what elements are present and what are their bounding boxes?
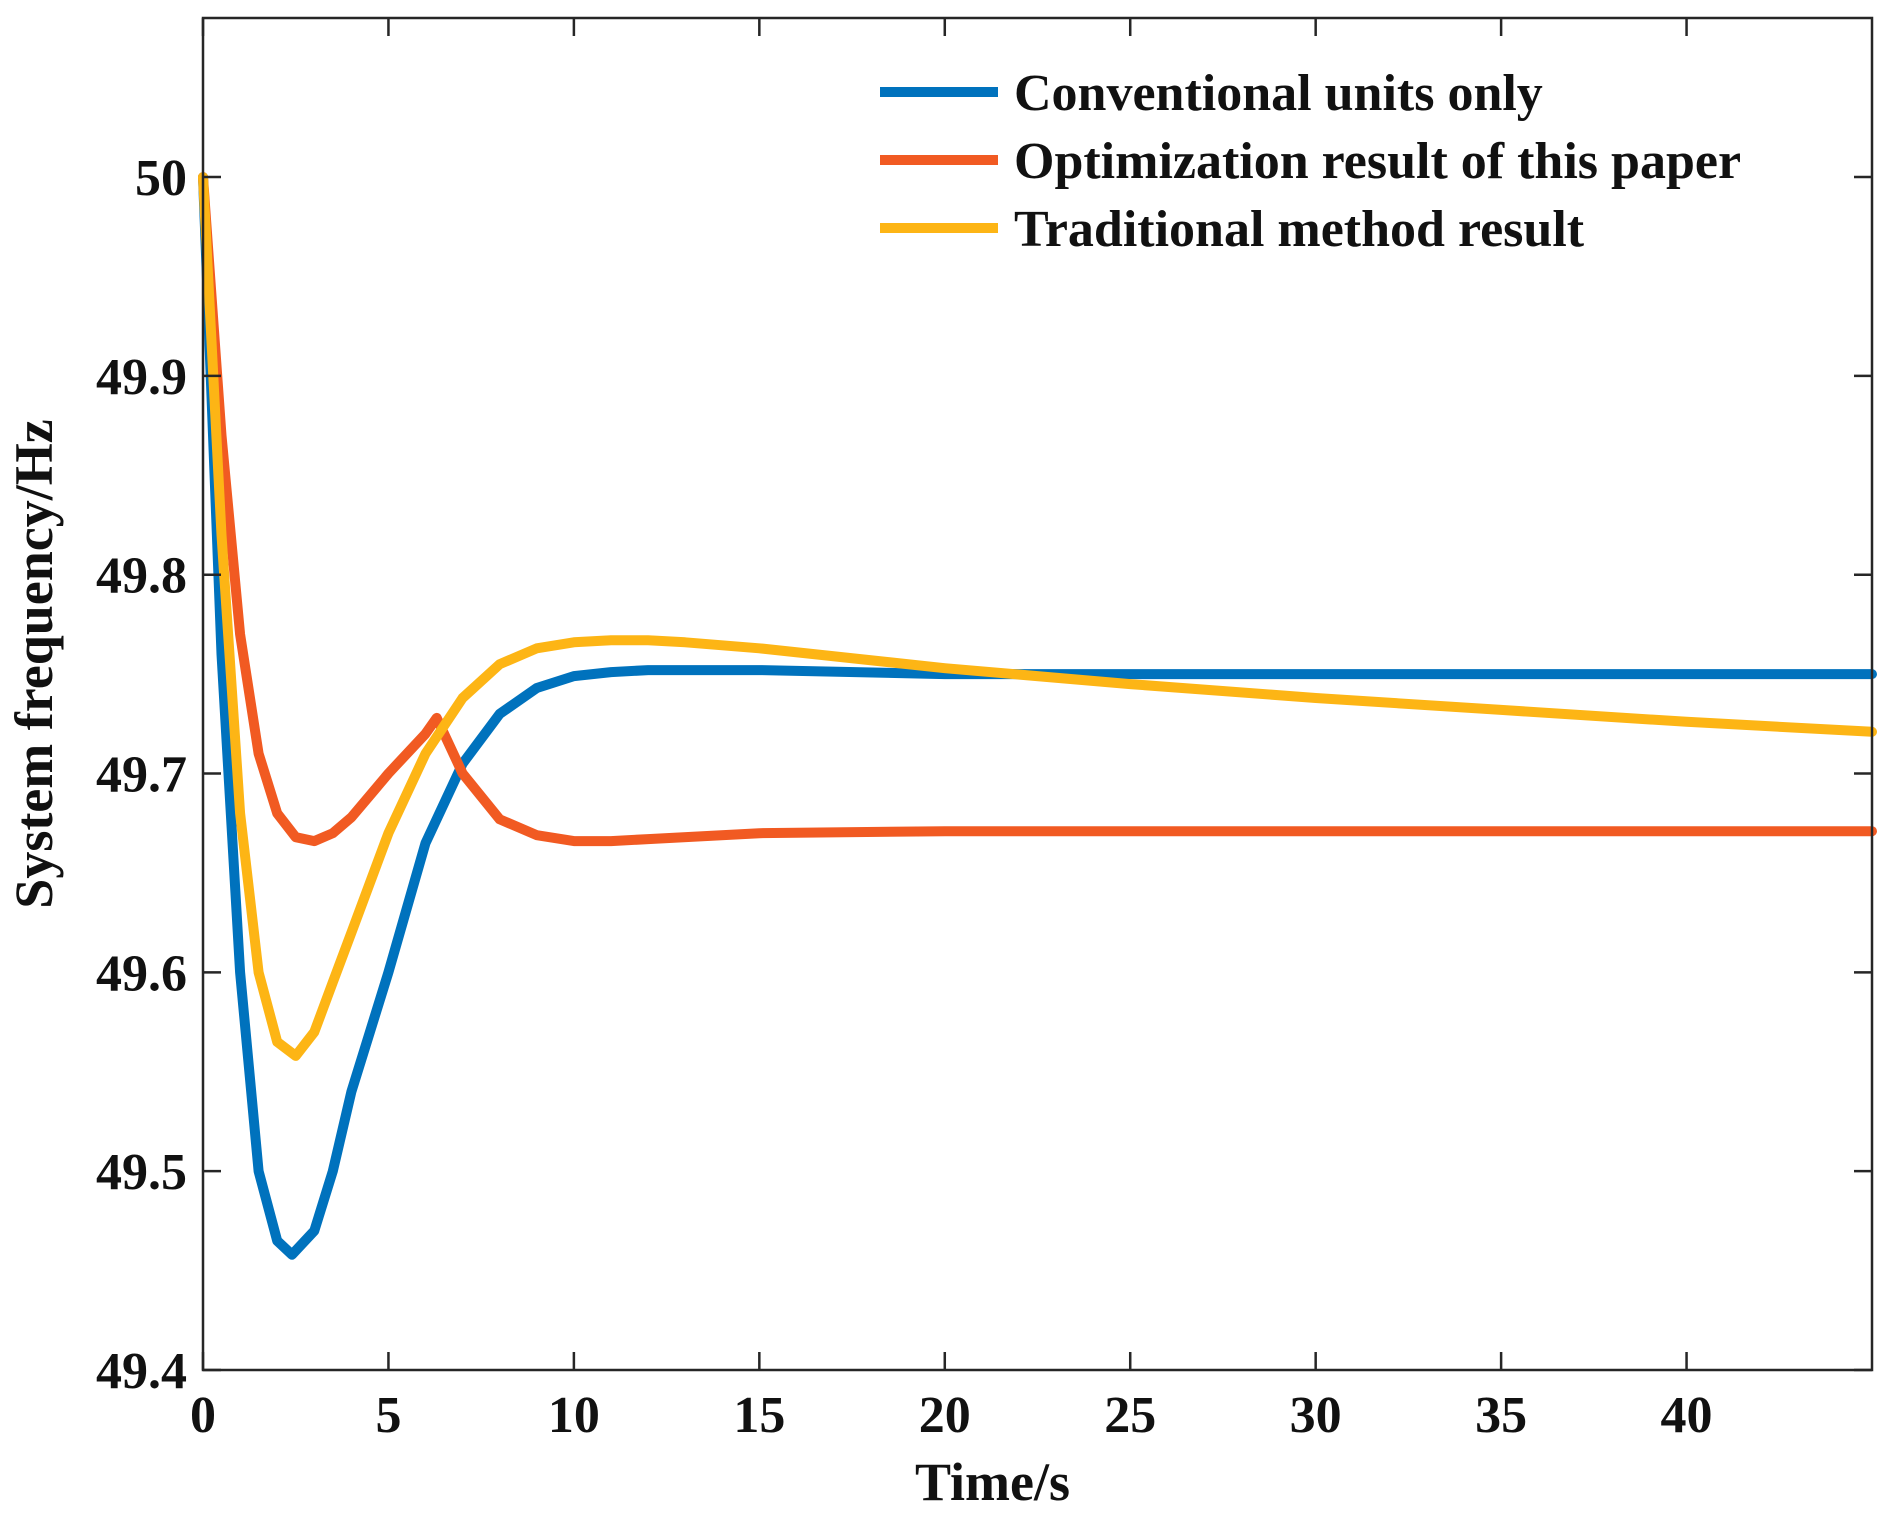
x-tick-label: 0 <box>190 1387 216 1444</box>
y-tick-label: 50 <box>135 150 187 207</box>
x-axis-label: Time/s <box>915 1452 1070 1512</box>
x-tick-label: 5 <box>375 1387 401 1444</box>
y-tick-label: 49.4 <box>96 1343 187 1400</box>
y-tick-label: 49.6 <box>96 945 187 1002</box>
y-tick-label: 49.9 <box>96 349 187 406</box>
legend-label: Optimization result of this paper <box>1014 133 1741 190</box>
x-tick-label: 10 <box>548 1387 600 1444</box>
x-tick-label: 15 <box>733 1387 785 1444</box>
x-tick-label: 20 <box>919 1387 971 1444</box>
series-line-3 <box>198 172 1877 1061</box>
x-tick-label: 30 <box>1290 1387 1342 1444</box>
y-tick-label: 49.5 <box>96 1144 187 1201</box>
legend: Conventional units only Optimization resu… <box>880 65 1741 258</box>
series-line-2 <box>198 172 1877 847</box>
x-tick-label: 40 <box>1661 1387 1713 1444</box>
x-tick-label: 35 <box>1475 1387 1527 1444</box>
y-axis-label: System frequency/Hz <box>4 419 64 908</box>
axes-frame <box>201 16 1874 1372</box>
x-tick-label: 25 <box>1104 1387 1156 1444</box>
x-tick-labels: 0 5 10 15 20 25 30 35 40 <box>190 1387 1713 1444</box>
legend-label: Traditional method result <box>1014 201 1585 258</box>
y-tick-labels: 49.4 49.5 49.6 49.7 49.8 49.9 50 <box>96 150 187 1400</box>
y-tick-label: 49.7 <box>96 747 187 804</box>
legend-label: Conventional units only <box>1014 65 1543 122</box>
series-lines <box>198 172 1877 1260</box>
axis-ticks <box>201 18 1872 1372</box>
series-line-1 <box>198 172 1877 1260</box>
y-tick-label: 49.8 <box>96 548 187 605</box>
